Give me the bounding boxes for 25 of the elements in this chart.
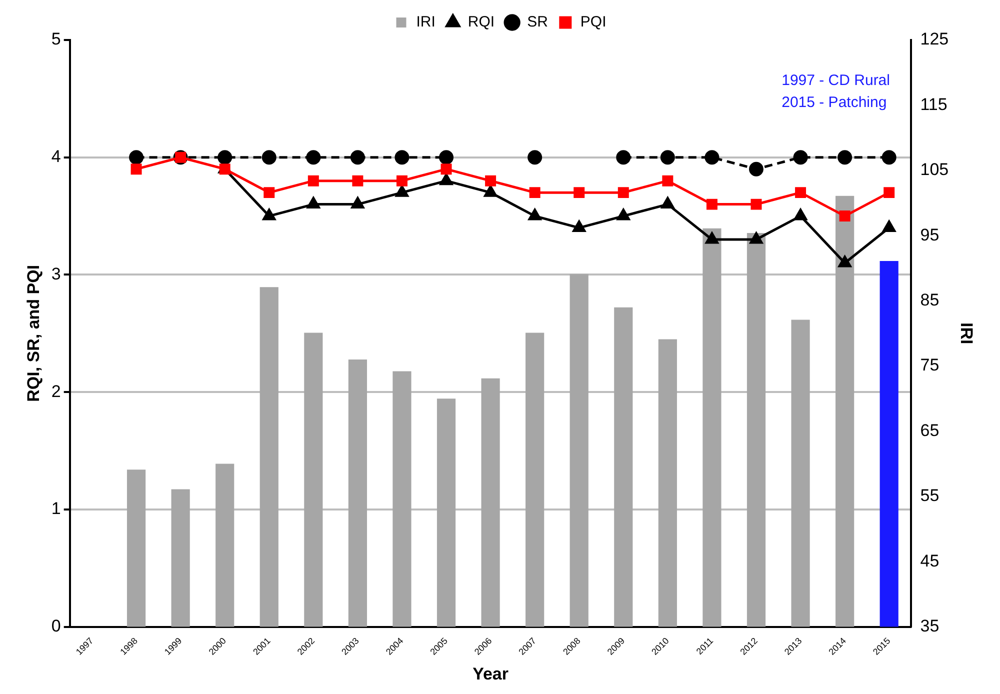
y2-tick-label: 95 [920,225,940,244]
y2-tick-label: 75 [920,356,940,375]
legend-label: SR [527,14,548,31]
y-tick-label: 4 [51,147,61,166]
y-tick-label: 2 [51,382,61,401]
legend-label: RQI [468,14,495,31]
y2-tick-label: 105 [920,160,949,180]
legend-label: IRI [416,14,436,31]
y2-tick-label: 115 [920,94,948,114]
y2-axis-title: IRI [957,322,976,344]
legend-label: PQI [580,14,606,31]
y2-tick-label: 35 [920,616,940,636]
annotation: 2015 - Patching [782,93,888,113]
y-tick-label: 1 [51,499,61,518]
x-axis-title: Year [472,664,509,684]
y2-tick-label: 45 [920,551,940,570]
y2-tick-label: 55 [920,486,940,506]
y-tick-label: 5 [51,30,61,49]
y2-tick-label: 125 [920,30,949,49]
y-tick-label: 0 [51,616,61,636]
y2-tick-label: 65 [920,420,940,440]
annotation: 1997 - CD Rural [782,71,890,91]
y-axis-title: RQI, SR, and PQI [24,264,43,402]
y-tick-label: 3 [51,264,61,284]
y2-tick-label: 85 [920,290,940,310]
